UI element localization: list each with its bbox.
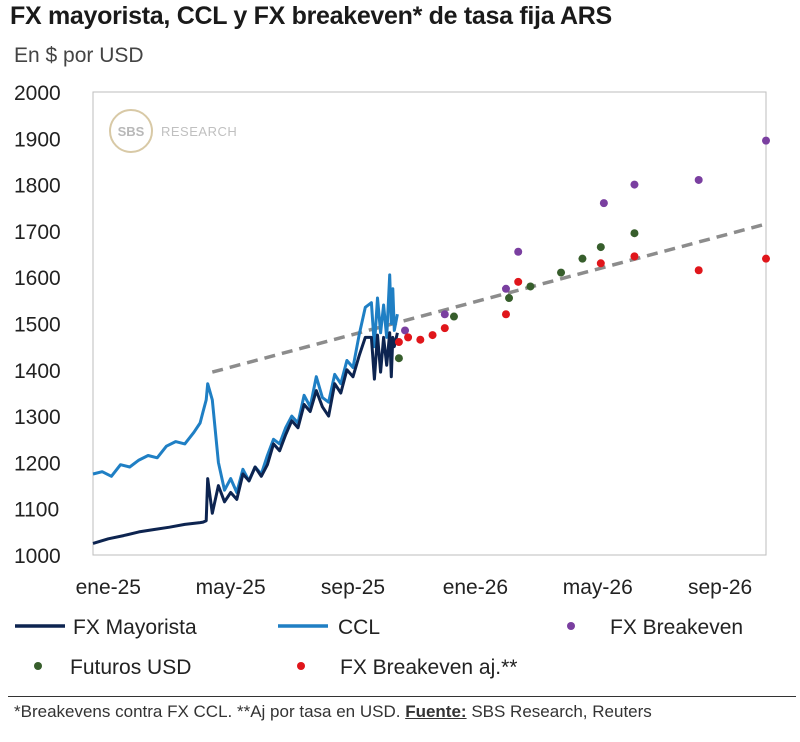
series-ccl-line	[92, 273, 399, 494]
chart-title: FX mayorista, CCL y FX breakeven* de tas…	[10, 2, 612, 30]
series-futuros-usd-point	[557, 268, 566, 277]
series-futuros-usd-point	[596, 243, 605, 252]
sbs-logo-text: SBS	[118, 124, 145, 139]
legend-fx-breakeven-swatch	[567, 622, 575, 630]
series-futuros-usd-point	[630, 229, 639, 238]
series-fx-mayorista-line	[92, 331, 399, 545]
watermark-text: RESEARCH	[161, 124, 237, 139]
legend-ccl-label: CCL	[338, 616, 380, 639]
y-tick-label: 1700	[14, 221, 61, 244]
y-tick-label: 1100	[14, 499, 59, 522]
footer-divider	[8, 696, 796, 697]
y-tick-label: 1000	[14, 545, 61, 568]
series-fx-breakeven-aj-point	[501, 310, 510, 319]
x-axis: ene-25 may-25 sep-25 ene-26 may-26 sep-26	[76, 576, 753, 599]
y-tick-label: 1200	[14, 452, 61, 475]
x-tick-label: may-26	[563, 576, 633, 599]
series-fx-breakeven-aj-point	[404, 333, 413, 342]
plot-frame	[92, 91, 767, 556]
x-tick-label: sep-25	[321, 576, 385, 599]
series-fx-breakeven-aj-point	[514, 277, 523, 286]
footer: *Breakevens contra FX CCL. **Aj por tasa…	[14, 702, 652, 722]
series-fx-breakeven-point	[599, 199, 608, 208]
series-fx-breakeven-aj-point	[762, 254, 770, 263]
series-fx-breakeven-aj-point	[694, 266, 703, 275]
y-tick-label: 1900	[14, 128, 61, 151]
series-fx-breakeven-point	[501, 284, 510, 293]
legend-fx-breakeven-aj-swatch	[297, 662, 305, 670]
sbs-logo-circle	[109, 109, 153, 153]
y-tick-label: 1800	[14, 175, 61, 198]
footer-note: *Breakevens contra FX CCL. **Aj por tasa…	[14, 702, 401, 721]
series-futuros-usd-point	[526, 282, 535, 291]
series-trend-line	[211, 222, 767, 374]
series-fx-breakeven-point	[762, 136, 770, 145]
footer-source-label: Fuente:	[405, 702, 467, 721]
series-futuros-usd-point	[449, 312, 458, 321]
y-tick-label: 1400	[14, 360, 61, 383]
watermark: SBS RESEARCH	[109, 109, 237, 153]
y-tick-label: 1300	[14, 406, 61, 429]
series-fx-breakeven-aj-point	[630, 252, 639, 261]
legend-fx-mayorista-label: FX Mayorista	[73, 616, 197, 639]
x-tick-label: ene-25	[76, 576, 141, 599]
series-futuros-usd-point	[394, 354, 403, 363]
legend-futuros-usd-swatch	[34, 662, 42, 670]
series-futuros-usd-point	[505, 294, 514, 303]
series-layer	[92, 136, 770, 545]
x-tick-label: may-25	[196, 576, 266, 599]
series-futuros-usd-point	[578, 254, 587, 263]
series-fx-breakeven-point	[440, 310, 449, 319]
series-fx-breakeven-aj-point	[440, 324, 449, 333]
y-tick-label: 2000	[14, 82, 61, 105]
series-fx-breakeven-aj-point	[596, 259, 605, 268]
y-tick-label: 1600	[14, 267, 61, 290]
series-fx-breakeven-aj-point	[394, 338, 403, 347]
legend: FX Mayorista CCL FX Breakeven Futuros USD FX…	[15, 616, 743, 679]
series-fx-breakeven-aj-point	[428, 331, 437, 340]
series-fx-breakeven-point	[401, 326, 410, 335]
legend-futuros-usd-label: Futuros USD	[70, 656, 191, 679]
chart-subtitle: En $ por USD	[14, 44, 144, 67]
y-axis: 1000 1100 1200 1300 1400 1500 1600 1700 1800 1900…	[14, 82, 61, 568]
footer-source: SBS Research, Reuters	[471, 702, 652, 721]
x-tick-label: ene-26	[443, 576, 508, 599]
series-fx-breakeven-point	[630, 180, 639, 189]
plot-border	[92, 91, 767, 556]
series-fx-breakeven-point	[694, 175, 703, 184]
series-fx-breakeven-aj-point	[416, 335, 425, 344]
legend-fx-breakeven-aj-label: FX Breakeven aj.**	[340, 656, 517, 679]
series-fx-breakeven-point	[514, 247, 523, 256]
legend-fx-breakeven-label: FX Breakeven	[610, 616, 743, 639]
y-tick-label: 1500	[14, 314, 61, 337]
x-tick-label: sep-26	[688, 576, 752, 599]
